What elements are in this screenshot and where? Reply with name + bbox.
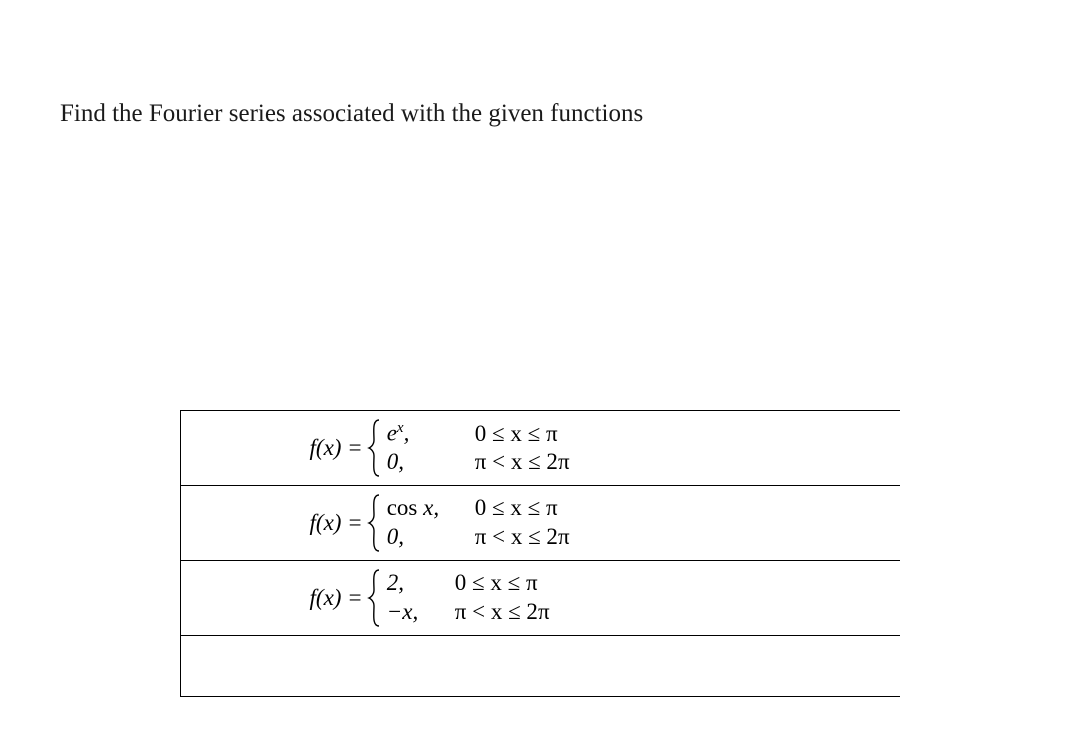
lhs-text: f(x) = [310,510,363,536]
cases-block: 2, 0 ≤ x ≤ π −x, π < x ≤ 2π [387,569,550,627]
row-number-cell [181,411,304,486]
equation-cell: f(x) = 2, 0 ≤ x ≤ π −x, π < x ≤ 2π [304,561,900,636]
equation-cell: f(x) = cos x, 0 ≤ x ≤ π 0, π < x ≤ 2 [304,486,900,561]
lhs-text: f(x) = [310,585,363,611]
row-number-cell [181,561,304,636]
table-row [181,636,901,697]
table-row: f(x) = ex, 0 ≤ x ≤ π 0, π < x ≤ 2π [181,411,901,486]
piece-condition: π < x ≤ 2π [437,598,550,627]
table-row: f(x) = 2, 0 ≤ x ≤ π −x, π < x ≤ 2π [181,561,901,636]
row-number-cell [181,486,304,561]
piece-expr: 2, [387,569,437,598]
piece-expr: ex, [387,419,457,448]
problem-prompt: Find the Fourier series associated with … [60,100,643,128]
piece-expr: cos x, [387,494,457,523]
piece-condition: 0 ≤ x ≤ π [457,420,558,449]
equation-cell: f(x) = ex, 0 ≤ x ≤ π 0, π < x ≤ 2π [304,411,900,486]
equation-cell [304,636,900,697]
piece-expr: −x, [387,598,437,627]
piece-condition: 0 ≤ x ≤ π [457,494,558,523]
piecewise-function: f(x) = cos x, 0 ≤ x ≤ π 0, π < x ≤ 2 [304,486,900,560]
cases-block: cos x, 0 ≤ x ≤ π 0, π < x ≤ 2π [387,494,570,552]
row-number-cell [181,636,304,697]
piecewise-function: f(x) = 2, 0 ≤ x ≤ π −x, π < x ≤ 2π [304,561,900,635]
functions-table-wrap: f(x) = ex, 0 ≤ x ≤ π 0, π < x ≤ 2π [180,410,900,697]
piece-expr: 0, [387,448,457,477]
table-row: f(x) = cos x, 0 ≤ x ≤ π 0, π < x ≤ 2 [181,486,901,561]
left-brace-icon [367,568,381,628]
left-brace-icon [367,418,381,478]
functions-table: f(x) = ex, 0 ≤ x ≤ π 0, π < x ≤ 2π [180,410,900,697]
piece-condition: π < x ≤ 2π [457,523,570,552]
piece-condition: 0 ≤ x ≤ π [437,569,538,598]
piecewise-function: f(x) = ex, 0 ≤ x ≤ π 0, π < x ≤ 2π [304,411,900,485]
piece-condition: π < x ≤ 2π [457,448,570,477]
left-brace-icon [367,493,381,553]
page: Find the Fourier series associated with … [0,0,1080,744]
piece-expr: 0, [387,523,457,552]
cases-block: ex, 0 ≤ x ≤ π 0, π < x ≤ 2π [387,419,570,477]
lhs-text: f(x) = [310,435,363,461]
